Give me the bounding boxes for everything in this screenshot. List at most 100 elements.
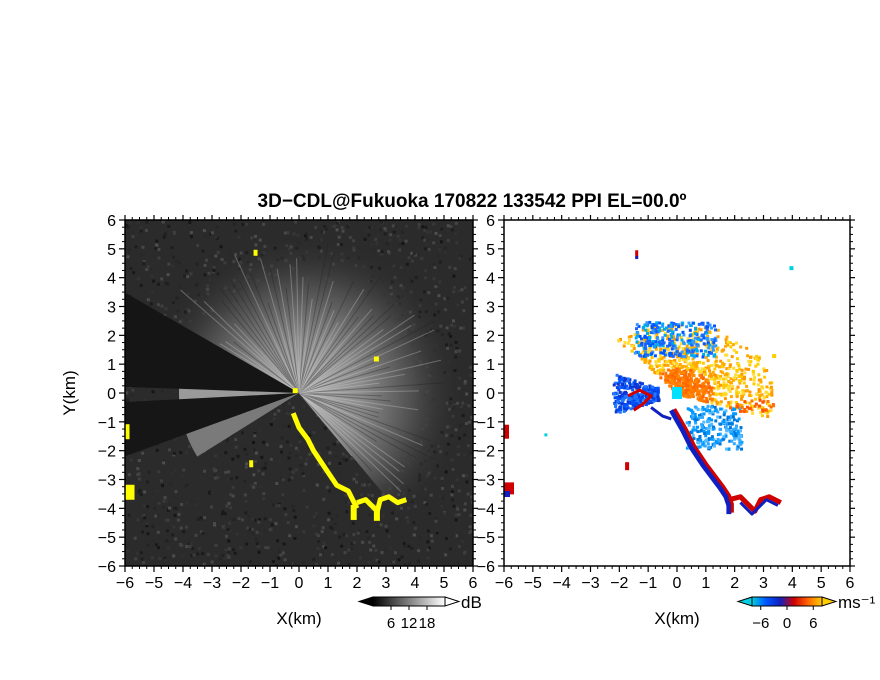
highlight-blob bbox=[253, 249, 258, 256]
x-tick-label: −1 bbox=[261, 575, 279, 592]
colorbar-extend-min bbox=[736, 596, 753, 607]
plot-area bbox=[125, 220, 473, 566]
y-tick-label: 4 bbox=[107, 271, 116, 288]
chart-title: 3D−CDL@Fukuoka 170822 133542 PPI EL=00.0… bbox=[258, 191, 687, 212]
colorbar-tick-label: −6 bbox=[752, 615, 769, 632]
y-tick-label: −5 bbox=[98, 530, 116, 547]
highlight-blob bbox=[373, 356, 379, 362]
y-tick-label: 0 bbox=[486, 386, 495, 403]
plot-area bbox=[504, 220, 850, 566]
narrow-beam bbox=[179, 388, 299, 400]
colorbar-tick-label: 6 bbox=[387, 615, 395, 632]
intensity-panel: −6−6 −5 −5 −4 −4 −3 −3 −2 −2 −1 −1 0 0 1 1 2 2 3 3 4 4 5 5 6 6 X(… bbox=[60, 213, 478, 628]
highlight-blob bbox=[125, 424, 130, 440]
x-tick-label: −4 bbox=[174, 575, 192, 592]
x-tick-label: 5 bbox=[817, 575, 826, 592]
highlight-blob bbox=[292, 388, 298, 394]
y-tick-label: −5 bbox=[477, 530, 495, 547]
velocity-blob bbox=[772, 354, 777, 359]
center-echo bbox=[672, 387, 682, 399]
intensity-colorbar-bar bbox=[372, 596, 446, 607]
y-tick-label: 1 bbox=[107, 357, 116, 374]
y-tick-label: 2 bbox=[486, 328, 495, 345]
x-tick-label: −3 bbox=[203, 575, 221, 592]
x-tick-label: 2 bbox=[353, 575, 362, 592]
velocity-colorbar: −6 0 6 ms⁻¹ bbox=[736, 593, 876, 632]
x-tick-label: 0 bbox=[673, 575, 682, 592]
velocity-blob bbox=[789, 266, 794, 271]
highlight-blob bbox=[373, 507, 380, 521]
highlight-blob bbox=[125, 484, 135, 500]
colorbar-tick-label: 0 bbox=[783, 615, 791, 632]
intensity-colorbar-unit: dB bbox=[461, 593, 482, 612]
velocity-colorbar-bar bbox=[751, 596, 823, 607]
y-tick-label: −3 bbox=[477, 473, 495, 490]
highlight-blob bbox=[249, 460, 254, 468]
highlight-features bbox=[125, 249, 408, 521]
y-tick-label: 3 bbox=[486, 300, 495, 317]
x-tick-label: −1 bbox=[639, 575, 657, 592]
velocity-blob bbox=[544, 433, 548, 437]
x-tick-label: 6 bbox=[469, 575, 478, 592]
x-tick-label: −4 bbox=[553, 575, 571, 592]
velocity-blob bbox=[635, 256, 639, 260]
colorbar-tick-label: 6 bbox=[809, 615, 817, 632]
radial-streaks bbox=[180, 243, 446, 492]
y-tick-label: −2 bbox=[477, 444, 495, 461]
y-tick-label: 0 bbox=[107, 386, 116, 403]
y-tick-label: −1 bbox=[98, 415, 116, 432]
y-tick-label: 6 bbox=[107, 213, 116, 230]
blocked-sector bbox=[125, 393, 299, 457]
y-tick-label: −6 bbox=[477, 559, 495, 576]
velocity-blob bbox=[504, 491, 510, 498]
x-axis-label: X(km) bbox=[276, 609, 321, 628]
x-tick-label: 0 bbox=[295, 575, 304, 592]
velocity-colorbar-unit: ms⁻¹ bbox=[838, 593, 876, 612]
x-tick-label: −6 bbox=[495, 575, 513, 592]
x-tick-label: 4 bbox=[788, 575, 797, 592]
x-tick-label: 6 bbox=[846, 575, 855, 592]
velocity-blob bbox=[504, 424, 509, 439]
x-tick-label: −5 bbox=[145, 575, 163, 592]
y-tick-label: −4 bbox=[98, 501, 116, 518]
y-tick-label: −6 bbox=[98, 559, 116, 576]
y-tick-label: −4 bbox=[477, 501, 495, 518]
x-tick-label: −3 bbox=[581, 575, 599, 592]
x-tick-label: 2 bbox=[730, 575, 739, 592]
y-tick-label: 5 bbox=[107, 242, 116, 259]
y-tick-label: 6 bbox=[486, 213, 495, 230]
colorbar-extend-min bbox=[357, 596, 374, 607]
y-tick-label: 2 bbox=[107, 328, 116, 345]
x-tick-label: −2 bbox=[232, 575, 250, 592]
y-axis-label: Y(km) bbox=[60, 370, 79, 415]
y-tick-label: −3 bbox=[98, 473, 116, 490]
blocked-sector bbox=[125, 293, 299, 393]
velocity-blob bbox=[625, 462, 630, 471]
colorbar-tick-label: 18 bbox=[419, 615, 436, 632]
y-tick-label: 1 bbox=[486, 357, 495, 374]
x-tick-label: 1 bbox=[324, 575, 333, 592]
narrow-beam bbox=[186, 393, 299, 457]
y-tick-label: 4 bbox=[486, 271, 495, 288]
colorbar-extend-max bbox=[821, 596, 838, 607]
shoreline-echo bbox=[290, 412, 360, 510]
colorbar-tick-label: 12 bbox=[401, 615, 418, 632]
intensity-colorbar: 6 12 18 dB bbox=[357, 593, 482, 632]
x-tick-label: 5 bbox=[440, 575, 449, 592]
backscatter-glow bbox=[151, 222, 470, 524]
x-tick-label: 3 bbox=[382, 575, 391, 592]
x-tick-label: 3 bbox=[759, 575, 768, 592]
highlight-blob bbox=[350, 504, 357, 520]
x-tick-label: −5 bbox=[524, 575, 542, 592]
velocity-blob bbox=[635, 250, 639, 258]
shoreline-echo bbox=[356, 494, 408, 514]
y-tick-label: 3 bbox=[107, 300, 116, 317]
x-tick-label: −2 bbox=[610, 575, 628, 592]
colorbar-extend-max bbox=[444, 596, 461, 607]
y-tick-label: 5 bbox=[486, 242, 495, 259]
x-tick-label: 1 bbox=[701, 575, 710, 592]
y-tick-label: −1 bbox=[477, 415, 495, 432]
velocity-panel: −6−6 −5 −5 −4 −4 −3 −3 −2 −2 −1 −1 0 0 1 1 2 2 3 3 4 4 5 5 6 6 X(… bbox=[477, 213, 855, 628]
x-tick-label: −6 bbox=[116, 575, 134, 592]
